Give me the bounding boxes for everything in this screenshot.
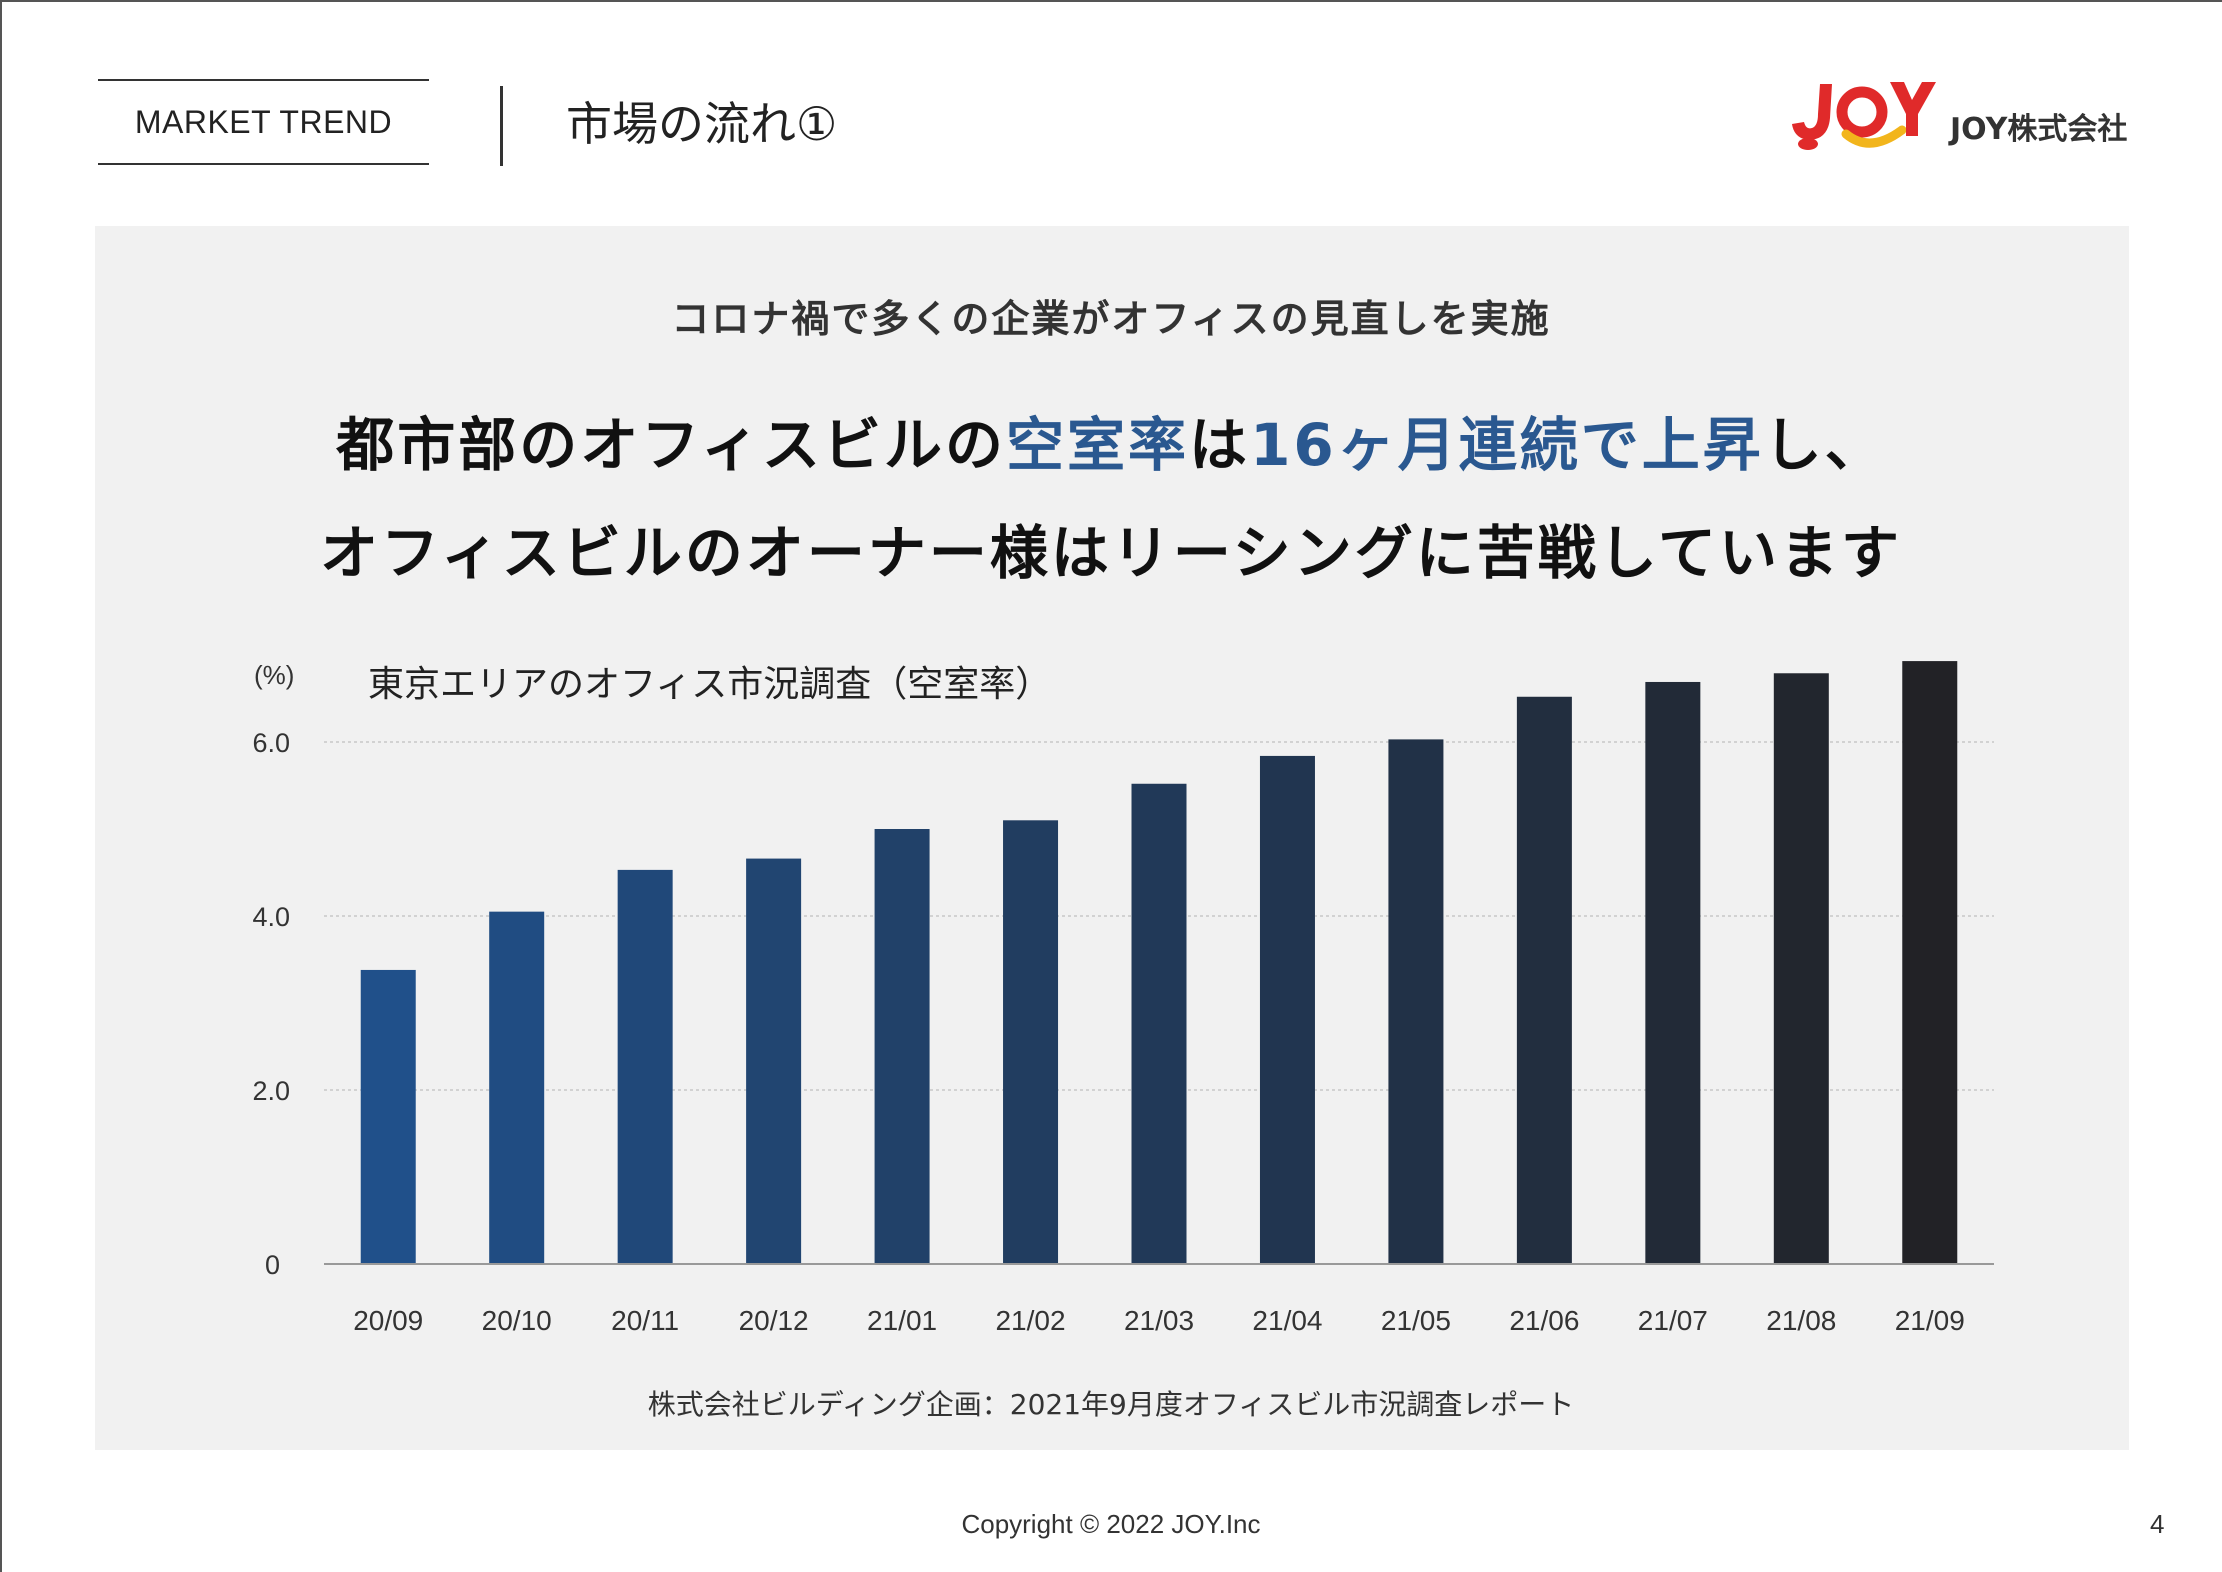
bar-21-01	[874, 829, 930, 1264]
bar-21-05	[1388, 739, 1444, 1264]
x-tick-label: 21/03	[1124, 1305, 1194, 1336]
x-tick-label: 21/02	[995, 1305, 1065, 1336]
page-number: 4	[2150, 1509, 2165, 1539]
bar-20-11	[617, 869, 673, 1264]
bar-20-09	[360, 969, 416, 1264]
headline-line-1: 都市部のオフィスビルの空室率は16ヶ月連続で上昇し、	[0, 398, 2222, 482]
headline-line-2: オフィスビルのオーナー様はリーシングに苦戦しています	[320, 519, 1902, 587]
page-title: 市場の流れ①	[566, 97, 838, 151]
chart-title: 東京エリアのオフィス市況調査（空室率）	[368, 663, 1051, 704]
y-tick-label: 0	[265, 1250, 280, 1280]
bar-21-02	[1003, 820, 1059, 1264]
x-tick-label: 21/07	[1638, 1305, 1708, 1336]
headline-text: し、	[1763, 411, 1886, 479]
x-tick-label: 20/09	[353, 1305, 423, 1336]
panel-subtitle: コロナ禍で多くの企業がオフィスの見直しを実施	[671, 297, 1551, 341]
section-label-box: MARKET TREND	[98, 79, 429, 165]
x-tick-label: 20/12	[739, 1305, 809, 1336]
bar-21-09	[1902, 661, 1958, 1264]
x-tick-label: 21/06	[1509, 1305, 1579, 1336]
company-name: JOY株式会社	[1950, 112, 2128, 147]
x-tick-label: 21/04	[1252, 1305, 1322, 1336]
chart-bars	[360, 661, 1958, 1264]
x-tick-label: 20/10	[482, 1305, 552, 1336]
headline-highlight-rise: 16ヶ月連続で上昇	[1250, 411, 1764, 479]
section-label: MARKET TREND	[134, 103, 393, 140]
x-tick-label: 21/08	[1766, 1305, 1836, 1336]
headline-text: 都市部のオフィスビルの	[336, 411, 1007, 479]
joy-logo-icon	[1792, 82, 1936, 150]
headline-text: は	[1189, 411, 1251, 479]
x-tick-label: 20/11	[611, 1305, 679, 1336]
y-tick-label: 6.0	[252, 728, 290, 758]
page-frame-left	[0, 0, 2, 1572]
headline-highlight-vacancy: 空室率	[1006, 411, 1190, 479]
bar-20-12	[746, 858, 802, 1264]
y-tick-label: 4.0	[252, 902, 290, 932]
bar-20-10	[489, 911, 545, 1264]
y-tick-label: 2.0	[252, 1076, 290, 1106]
page-frame-top	[0, 0, 2222, 2]
copyright-text: Copyright © 2022 JOY.Inc	[961, 1509, 1261, 1539]
bar-21-07	[1645, 681, 1701, 1264]
x-tick-label: 21/09	[1895, 1305, 1965, 1336]
bar-21-03	[1131, 783, 1187, 1264]
x-tick-label: 21/01	[867, 1305, 937, 1336]
header-divider	[500, 86, 503, 166]
x-tick-label: 21/05	[1381, 1305, 1451, 1336]
bar-21-06	[1516, 696, 1572, 1264]
chart-source-note: 株式会社ビルディング企画：2021年9月度オフィスビル市況調査レポート	[647, 1388, 1575, 1421]
bar-21-04	[1259, 755, 1315, 1264]
y-axis-unit-label: (%)	[254, 660, 294, 690]
chart-labels: 0 2.0 4.0 6.0 20/09 20/10 20/11 20/12 21/01 21/02…	[252, 728, 1964, 1336]
bar-21-08	[1773, 673, 1829, 1264]
